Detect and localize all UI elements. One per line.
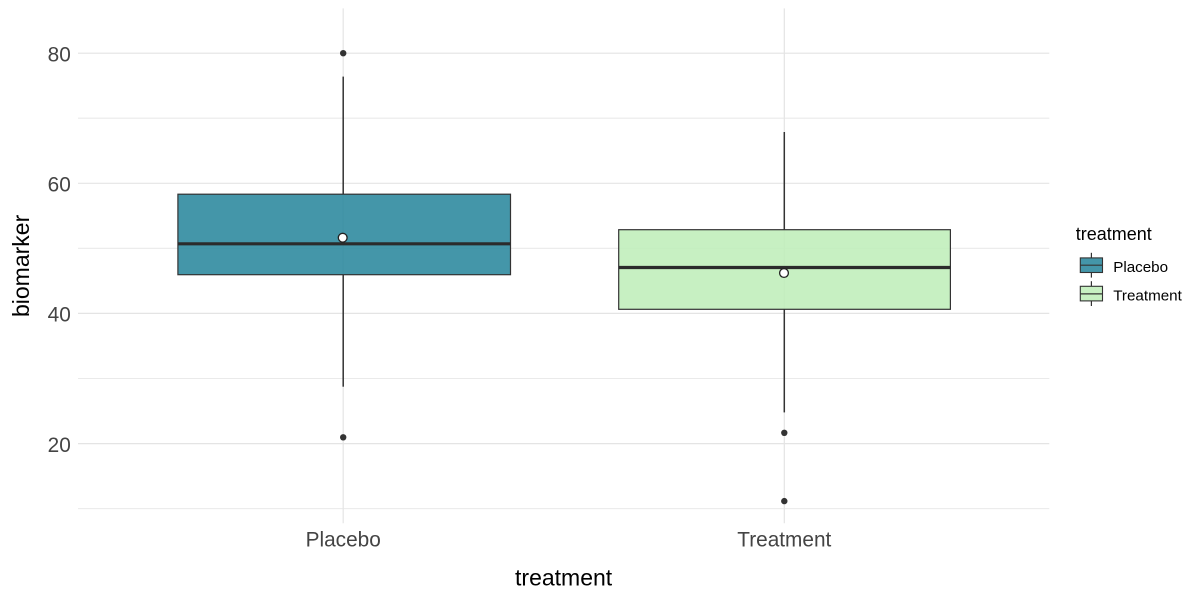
svg-text:Treatment: Treatment xyxy=(1113,288,1182,305)
svg-text:treatment: treatment xyxy=(515,565,613,591)
svg-text:biomarker: biomarker xyxy=(8,214,34,317)
svg-text:60: 60 xyxy=(48,174,71,197)
svg-text:20: 20 xyxy=(48,434,71,457)
svg-text:Treatment: Treatment xyxy=(737,529,831,552)
svg-text:treatment: treatment xyxy=(1076,224,1152,244)
svg-text:Placebo: Placebo xyxy=(1113,259,1168,276)
svg-text:80: 80 xyxy=(48,43,71,66)
svg-text:Placebo: Placebo xyxy=(306,529,381,552)
svg-text:40: 40 xyxy=(48,304,71,327)
